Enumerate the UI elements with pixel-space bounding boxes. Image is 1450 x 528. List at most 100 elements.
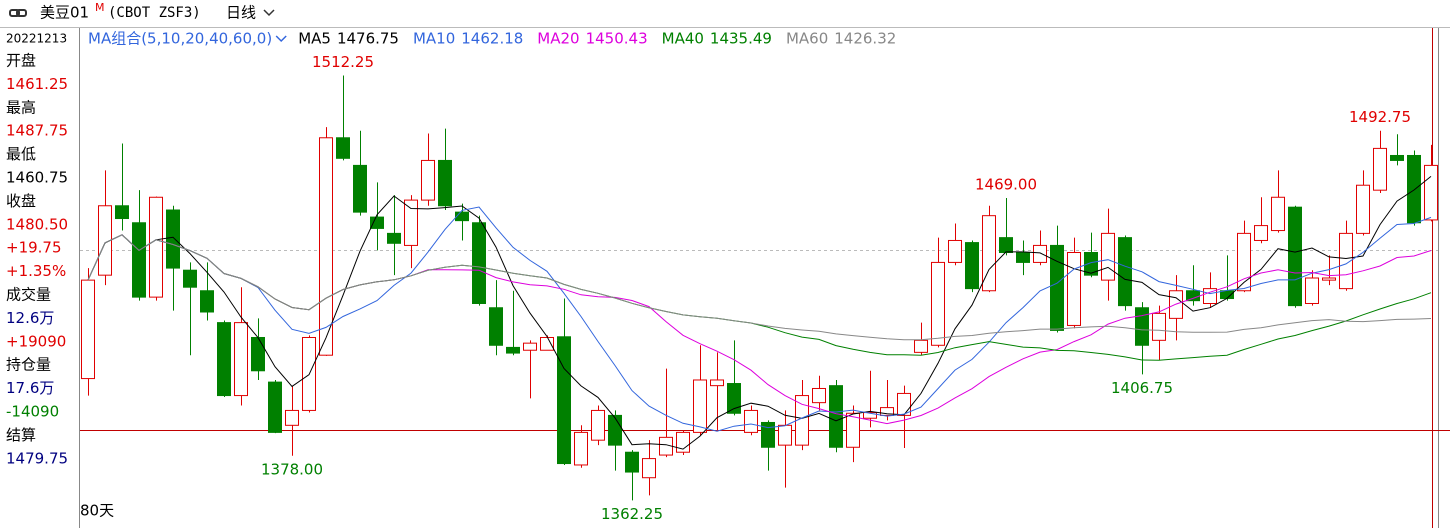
dropdown-chevron[interactable] — [263, 9, 275, 17]
candle-body — [370, 216, 384, 229]
candle-body — [1033, 244, 1047, 263]
candle-body — [1101, 232, 1115, 281]
candle-body — [778, 424, 792, 446]
candle-body — [132, 222, 146, 298]
info-value: 12.6万 — [6, 309, 54, 327]
period-selector[interactable]: 日线 — [226, 4, 256, 22]
candle-body — [999, 237, 1013, 254]
candle-body — [761, 421, 775, 448]
info-label: 收盘 — [6, 192, 36, 210]
info-date: 20221213 — [6, 32, 67, 46]
candle-body — [1373, 147, 1387, 191]
info-value: 1480.50 — [6, 215, 68, 233]
info-label: 成交量 — [6, 286, 51, 304]
candle-body — [710, 379, 724, 387]
candle-body — [1288, 206, 1302, 307]
info-value: 1479.75 — [6, 449, 68, 467]
legend-value: 1426.32 — [834, 30, 896, 48]
candle-body — [438, 159, 452, 207]
legend-value: 1450.43 — [586, 30, 648, 48]
candle-body — [404, 199, 418, 246]
ma-line — [87, 234, 1432, 341]
symbol: 美豆01 — [40, 4, 89, 22]
candle-body — [1424, 164, 1438, 221]
info-label: 开盘 — [6, 52, 36, 70]
info-value: 1487.75 — [6, 122, 68, 140]
candle-body — [1305, 277, 1319, 304]
candle-body — [200, 290, 214, 313]
info-label: 最高 — [6, 98, 36, 116]
symbol-mark: M — [95, 1, 105, 14]
candle-body — [1016, 252, 1030, 263]
candle-body — [965, 242, 979, 290]
info-value: -14090 — [6, 403, 59, 421]
legend-name: MA40 — [662, 30, 704, 48]
candle-body — [268, 381, 282, 433]
extreme-label: 1406.75 — [1111, 379, 1173, 397]
candle-body — [1356, 184, 1370, 234]
link-icon[interactable] — [9, 9, 27, 17]
extreme-label: 1362.25 — [601, 505, 663, 523]
candle-body — [1152, 312, 1166, 341]
info-value: +19.75 — [6, 239, 62, 257]
info-label: 持仓量 — [6, 356, 51, 374]
candle-body — [472, 222, 486, 304]
candle-body — [115, 205, 129, 220]
candle-body — [285, 409, 299, 426]
candle-body — [863, 412, 877, 419]
candle-body — [982, 215, 996, 292]
candle-body — [489, 307, 503, 346]
candle-body — [1118, 237, 1132, 307]
candle-body — [676, 431, 690, 453]
candle-body — [1050, 244, 1064, 331]
candle-body — [1135, 307, 1149, 346]
ma-dropdown[interactable] — [275, 35, 287, 43]
candle-body — [319, 137, 333, 356]
candle-body — [455, 211, 469, 222]
symbol-code: (CBOT ZSF3) — [108, 5, 201, 21]
extreme-label: 1512.25 — [312, 53, 374, 71]
candle-body — [1271, 196, 1285, 232]
legend-name: MA10 — [413, 30, 455, 48]
candle-body — [1254, 225, 1268, 241]
candle-body — [642, 458, 656, 479]
info-value: 17.6万 — [6, 379, 54, 397]
candle-body — [1237, 232, 1251, 292]
candle-body — [217, 322, 231, 397]
candle-body — [829, 385, 843, 448]
info-value: 1461.25 — [6, 75, 68, 93]
info-label: 结算 — [6, 426, 36, 444]
candle-body — [948, 239, 962, 263]
ma-group-selector[interactable]: MA组合(5,10,20,40,60,0) — [88, 30, 272, 48]
candle-body — [812, 387, 826, 404]
candle-body — [931, 261, 945, 346]
candle-body — [693, 379, 707, 433]
candle-body — [795, 395, 809, 446]
candle-body — [625, 451, 639, 473]
candle-body — [880, 407, 894, 416]
candle-body — [166, 209, 180, 269]
legend-name: MA20 — [537, 30, 579, 48]
candle-body — [744, 409, 758, 433]
candle-body — [1067, 252, 1081, 326]
candle-body — [234, 322, 248, 397]
candle-body — [149, 196, 163, 298]
span-label: 80天 — [80, 502, 114, 520]
candle-body — [846, 412, 860, 448]
candle-body — [727, 383, 741, 414]
candle-body — [98, 205, 112, 276]
extreme-label: 1469.00 — [975, 175, 1037, 193]
candle-body — [1084, 252, 1098, 276]
info-value: +19090 — [6, 332, 66, 350]
candle-body — [336, 137, 350, 159]
candle-body — [387, 232, 401, 244]
candle-body — [1322, 277, 1336, 281]
candle-body — [1407, 154, 1421, 224]
info-value: +1.35% — [6, 262, 66, 280]
legend-value: 1462.18 — [461, 30, 523, 48]
candle-body — [81, 279, 95, 380]
legend-name: MA5 — [298, 30, 331, 48]
candle-body — [540, 336, 554, 351]
